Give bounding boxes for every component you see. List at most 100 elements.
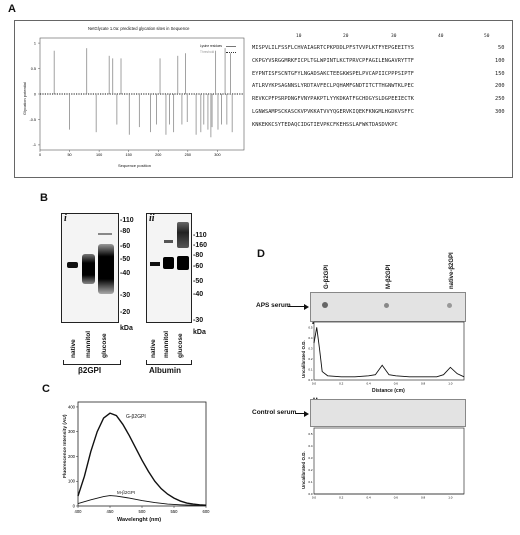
panel-b-letter: B [40,192,48,204]
densitometry-aps-ytick-label: 0.4 [308,336,313,340]
densitometry-control-xtick-label: 0.8 [421,496,426,500]
mw-marker-i: -80 [120,228,131,235]
fluorescence-ytick-label: 400 [68,404,76,409]
label-albumin: Albumin [149,366,181,375]
glycation-xtick-label: 250 [185,153,191,157]
mw-marker-ii: -40 [193,291,204,298]
curve-label-g: G-β2GPI [126,414,146,420]
glycation-chart: 1 0.5 0 -0.5 -1 0 50 100 150 200 250 300 [29,37,245,157]
d-column-header: G-β2GPI [324,265,330,289]
glycation-xtick-label: 50 [67,153,71,157]
fluorescence-xtick-label: 550 [171,509,179,514]
band-glucose-b2gpi [98,244,114,294]
dot-g-b2gpi-aps [322,302,328,308]
control-arrow [295,413,306,414]
mw-marker-ii: -160 [193,242,208,249]
sequence-line: EYPNTISFSCNTGFYLNGADSAKCTEEGKWSPELPVCAPI… [252,70,414,77]
sequence-line-number: 100 [495,57,505,64]
glycation-ylabel: Glycation potential [22,82,27,115]
densitometry-control-ylabel: Uncalibrated O.D. [301,451,306,489]
fluorescence-ytick-label: 100 [68,479,76,484]
mw-marker-i: kDa [120,325,133,332]
aps-arrow [288,306,306,307]
band-native-b2gpi [67,262,78,268]
bracket-b2gpi [63,360,121,365]
densitometry-aps-ytick-label: 0.3 [308,346,313,350]
densitometry-control-xtick-label: 1.0 [448,496,453,500]
mw-marker-i: -50 [120,256,131,263]
glycation-plot-title: NetGlycate 1.0a: predicted glycation sit… [88,26,190,31]
lane-label-ii: native [150,339,157,358]
sequence-line: MISPVLILFSSFLCHVAIAGRTCPKPDDLPFSTVVPLKTF… [252,45,414,51]
glycation-xlabel: Sequence position [118,163,151,168]
fluorescence-xtick-label: 600 [203,509,211,514]
densitometry-aps-ytick-label: 0.5 [308,325,313,329]
sequence-header-number: 10 [296,34,302,39]
densitometry-control-ytick-label: 0.5 [308,432,313,436]
lane-label-ii: glucose [177,333,184,358]
glycation-ytick-label: 1 [34,41,36,45]
band-glucose-albumin-main [177,256,189,270]
densitometry-aps-xtick-label: 0.6 [394,382,399,386]
densitometry-control-ytick-label: 0.4 [308,444,313,448]
densitometry-control-ytick-label: 0.0 [308,492,313,496]
sequence-line: CKPGYVSRGGMRKFICPLTGLWPINTLKCTPRVCPFAGIL… [252,57,414,64]
densitometry-aps-trace [313,327,465,378]
d-column-header: native-β2GPI [449,252,455,289]
fluorescence-ytick-label: 200 [68,454,76,459]
blot-ii-label: ii [149,213,155,224]
legend-lysine: Lysine residues [200,44,223,48]
glycation-bars [53,48,233,138]
densitometry-control-ytick-label: 0.1 [308,480,313,484]
fluorescence-xtick-label: 450 [107,509,115,514]
mw-marker-i: -30 [120,292,131,299]
band-mannitol-b2gpi [82,254,95,284]
glycation-ytick-label: -0.5 [29,118,36,122]
mw-marker-ii: -80 [193,252,204,259]
bracket-albumin [146,360,192,365]
sequence-line-number: 300 [495,109,505,115]
glycation-xtick-label: 300 [214,153,220,157]
mw-marker-i: -110 [120,217,134,224]
densitometry-control-xtick-label: 0.4 [366,496,371,500]
panel-a-letter: A [8,3,16,15]
densitometry-control-xtick-label: 0.6 [394,496,399,500]
sequence-header-number: 50 [484,34,490,39]
sequence-line: LGNWSAMPSCKASCKVPVKKATVVYQGERVKIQEKFKNGM… [252,109,414,115]
control-serum-label: Control serum [252,409,297,416]
legend-threshold: Threshold [200,50,215,54]
band-glucose-albumin-upper [177,222,189,248]
control-arrow-head [304,410,309,417]
sequence-header-number: 20 [343,34,349,39]
fluorescence-ylabel: Fluorescence Intensity (AU) [63,414,68,478]
panel-c-letter: C [42,383,50,395]
densitometry-control-xtick-label: 0.2 [339,496,344,500]
control-dot-strip [310,399,466,427]
sequence-line-number: 50 [498,45,505,51]
densitometry-aps-xtick-label: 0.4 [366,382,371,386]
mw-marker-ii: -50 [193,278,204,285]
mw-marker-ii: -110 [193,232,207,239]
panel-a-box [14,20,513,178]
densitometry-aps-ylabel: Uncalibrated O.D. [301,340,306,378]
densitometry-control-axes: 0.5 0.4 0.3 0.2 0.1 0.00.0 0.2 0.4 0.6 0.8 1.0 [308,427,465,500]
label-b2gpi-text: β2GPI [78,366,102,375]
fluorescence-ytick-label: 0 [73,504,76,509]
lane-label-i: native [70,339,77,358]
dot-m-b2gpi-aps [384,303,389,308]
panel-d-letter: D [257,248,265,260]
fluorescence-xtick-label: 500 [139,509,147,514]
sequence-line-number: 200 [495,83,505,90]
glycation-ytick-label: -1 [33,143,36,147]
mw-marker-i: -40 [120,270,131,277]
mw-marker-ii: -30 [193,317,204,324]
densitometry-aps-ytick-label: 0.0 [308,378,313,382]
aps-arrow-head [304,303,309,310]
mw-marker-ii: -60 [193,263,204,270]
densitometry-aps-xtick-label: 0.0 [312,382,317,386]
densitometry-aps-axes: 0.5 0.4 0.3 0.2 0.1 0.00.0 0.2 0.4 0.6 0.8 1.0 [308,321,465,386]
fluorescence-xtick-label: 400 [75,509,83,514]
sequence-line-number: 250 [495,96,505,103]
glycation-xtick-label: 200 [155,153,161,157]
densitometry-aps-chart: 0.5 0.4 0.3 0.2 0.1 0.00.0 0.2 0.4 0.6 0.8 1.0 [308,321,465,386]
